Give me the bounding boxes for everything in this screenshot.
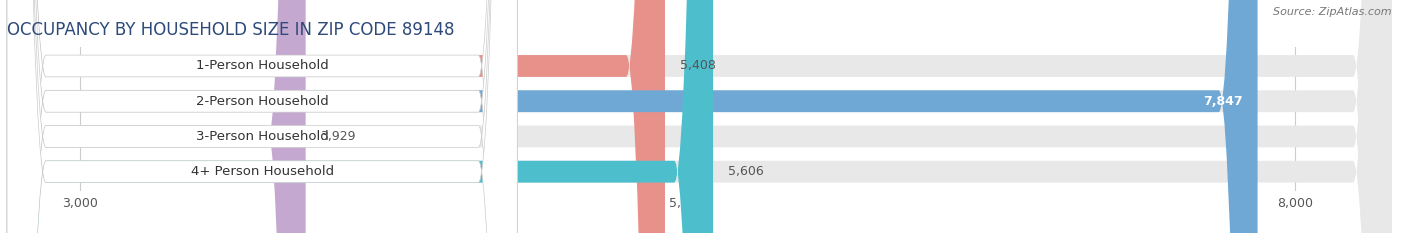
FancyBboxPatch shape: [7, 0, 305, 233]
FancyBboxPatch shape: [7, 0, 517, 233]
FancyBboxPatch shape: [7, 0, 517, 233]
FancyBboxPatch shape: [7, 0, 1392, 233]
FancyBboxPatch shape: [7, 0, 517, 233]
Text: 7,847: 7,847: [1204, 95, 1243, 108]
Text: 5,408: 5,408: [679, 59, 716, 72]
Text: 4+ Person Household: 4+ Person Household: [191, 165, 333, 178]
Text: 5,606: 5,606: [728, 165, 763, 178]
Text: OCCUPANCY BY HOUSEHOLD SIZE IN ZIP CODE 89148: OCCUPANCY BY HOUSEHOLD SIZE IN ZIP CODE …: [7, 21, 454, 39]
Text: 3-Person Household: 3-Person Household: [195, 130, 329, 143]
FancyBboxPatch shape: [7, 0, 1392, 233]
Text: 1-Person Household: 1-Person Household: [195, 59, 329, 72]
FancyBboxPatch shape: [7, 0, 1257, 233]
Text: 2-Person Household: 2-Person Household: [195, 95, 329, 108]
FancyBboxPatch shape: [7, 0, 665, 233]
FancyBboxPatch shape: [7, 0, 713, 233]
Text: Source: ZipAtlas.com: Source: ZipAtlas.com: [1274, 7, 1392, 17]
FancyBboxPatch shape: [7, 0, 517, 233]
FancyBboxPatch shape: [7, 0, 1392, 233]
FancyBboxPatch shape: [7, 0, 1392, 233]
Text: 3,929: 3,929: [321, 130, 356, 143]
